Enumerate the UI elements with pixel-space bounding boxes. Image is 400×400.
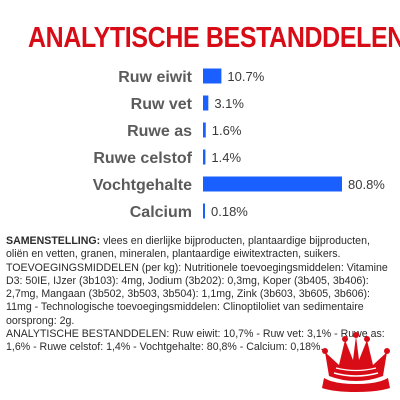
bar [203, 122, 206, 138]
value-label: 1.4% [211, 150, 241, 165]
analysis-text: ANALYTISCHE BESTANDDELEN: Ruw eiwit: 10,… [6, 328, 385, 354]
composition-text: vlees en dierlijke bijproducten, plantaa… [6, 235, 370, 261]
additives-text: TOEVOEGINGSMIDDELEN (per kg): Nutritione… [6, 261, 388, 327]
category-label: Vochtgehalte [93, 177, 192, 194]
composition-block: SAMENSTELLING: vlees en dierlijke bijpro… [6, 235, 394, 355]
composition-heading: SAMENSTELLING: [6, 235, 101, 247]
crown-icon [322, 332, 390, 392]
bar [203, 149, 206, 165]
category-label: Ruwe celstof [93, 150, 192, 167]
value-label: 3.1% [214, 96, 244, 111]
category-label: Ruw vet [131, 96, 193, 113]
value-label: 1.6% [212, 123, 242, 138]
value-label: 10.7% [227, 69, 264, 84]
bar [203, 95, 209, 111]
bar-chart: Ruw eiwit 10.7% Ruw vet 3.1% Ruwe as 1.6% Ruwe… [93, 68, 385, 221]
bar [203, 176, 342, 192]
bar [203, 203, 205, 219]
category-label: Ruwe as [127, 123, 192, 140]
chart-title: ANALYTISCHE BESTANDDELEN [28, 22, 400, 54]
value-label: 80.8% [348, 177, 385, 192]
royal-canin-logo [322, 332, 390, 392]
category-label: Calcium [130, 204, 192, 221]
category-label: Ruw eiwit [118, 69, 192, 86]
value-label: 0.18% [211, 204, 248, 219]
bar [203, 68, 222, 84]
